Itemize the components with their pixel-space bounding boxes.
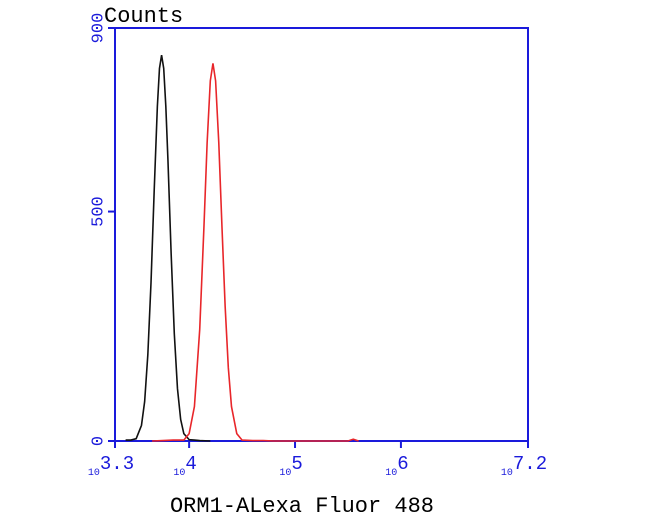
y-tick-label: 900 <box>89 13 108 44</box>
histogram-line <box>152 63 359 442</box>
histogram-line <box>125 54 211 442</box>
x-tick-base: 10 <box>88 468 100 479</box>
x-tick-exponent: 3.3 <box>100 453 134 475</box>
y-axis-label: Counts <box>104 4 183 29</box>
x-tick-label: 104 <box>173 453 196 479</box>
x-tick-label: 106 <box>385 453 408 479</box>
x-tick-base: 10 <box>279 468 291 479</box>
x-tick-exponent: 6 <box>397 453 408 475</box>
x-axis-label: ORM1-ALexa Fluor 488 <box>170 494 434 519</box>
x-tick-exponent: 7.2 <box>513 453 547 475</box>
y-tick-label: 0 <box>89 436 108 446</box>
x-tick-label: 103.3 <box>88 453 134 479</box>
x-tick-base: 10 <box>173 468 185 479</box>
x-tick-label: 105 <box>279 453 302 479</box>
x-tick-exponent: 5 <box>291 453 302 475</box>
x-tick-label: 107.2 <box>501 453 547 479</box>
x-tick-base: 10 <box>385 468 397 479</box>
x-tick-exponent: 4 <box>185 453 196 475</box>
y-tick-label: 500 <box>89 196 108 227</box>
x-tick-base: 10 <box>501 468 513 479</box>
